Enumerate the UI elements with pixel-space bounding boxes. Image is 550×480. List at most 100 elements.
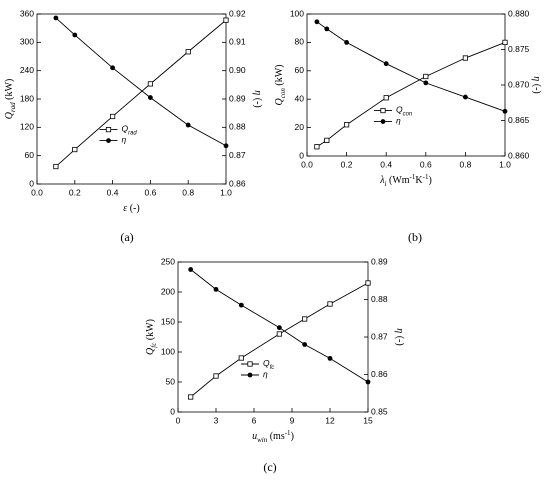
x-axis-label: uwin (ms-1) (252, 429, 294, 444)
x-tick-label: 0.2 (341, 159, 353, 169)
panel: 0 3 6 9 12 150501001502002500.850.860.870.880… (161, 256, 388, 425)
x-tick-label: 0.4 (107, 187, 119, 197)
panel: 0.0 0.2 0.4 0.6 0.8 1.0 0 20 40 60 80 100 0.860 0.865… (290, 8, 530, 169)
y2-tick-label: 0.88 (229, 122, 246, 132)
y2-tick-label: 0.88 (371, 294, 388, 304)
legend-label-part: con (403, 111, 413, 117)
x-tick-label: 0 (176, 415, 181, 425)
series-line (55, 19, 227, 167)
y2-tick-label: 0.875 (508, 44, 530, 54)
marker (276, 325, 282, 331)
x-tick-label: 3 (214, 415, 219, 425)
marker (383, 61, 389, 67)
marker (314, 19, 320, 25)
legend-label-part: η (396, 116, 401, 126)
x-tick-label: 9 (290, 415, 295, 425)
y2-tick-label: 0.86 (229, 178, 246, 188)
y2-axis-label: η (-) (394, 328, 405, 345)
marker (238, 355, 244, 361)
y2-tick-label: 0.92 (229, 8, 246, 18)
y2-tick-label: 0.89 (371, 256, 388, 266)
y2-tick-label: 0.880 (508, 8, 530, 18)
marker (188, 267, 194, 272)
marker (463, 94, 468, 100)
legend-label: Qrad (122, 124, 138, 136)
legend-label: Qfc (263, 358, 274, 370)
y-axis-label-part: (kW) (145, 319, 156, 343)
marker (365, 379, 371, 385)
y-tick-label: 100 (161, 346, 175, 356)
marker (344, 40, 349, 45)
marker (110, 113, 116, 120)
marker (72, 32, 78, 38)
marker (343, 122, 350, 128)
x-tick-label: 0.6 (420, 159, 432, 169)
series-line (190, 282, 369, 398)
legend-label: η (122, 135, 127, 145)
series-line (316, 21, 506, 112)
y-tick-label: 300 (20, 37, 34, 47)
y-tick-label: 0 (29, 178, 34, 188)
marker (223, 17, 229, 23)
marker (223, 143, 229, 149)
legend-label-part: η (122, 135, 127, 145)
marker (185, 122, 191, 128)
y-axis-label: Qrad (kW) (4, 79, 16, 120)
marker (213, 286, 219, 292)
x-tick-label: 12 (325, 415, 335, 425)
marker (53, 15, 59, 21)
series-line (316, 41, 506, 148)
y-tick-label: 40 (295, 93, 305, 103)
y2-tick-label: 0.87 (229, 150, 246, 160)
x-tick-label: 0.8 (459, 159, 471, 169)
marker (327, 301, 333, 307)
marker (383, 95, 389, 101)
x-tick-label: 0.0 (301, 159, 313, 169)
x-tick-label: 0.6 (144, 187, 156, 197)
marker (324, 26, 330, 32)
x-tick-label: 15 (363, 415, 373, 425)
y2-axis-label-part: (-) (394, 333, 405, 346)
x-axis-label-part: -1 (410, 173, 416, 181)
y2-tick-label: 0.90 (229, 65, 246, 75)
y-tick-label: 150 (161, 316, 175, 326)
x-tick-label: 0.8 (182, 187, 194, 197)
y2-axis-label: η (-) (252, 90, 263, 107)
x-axis-label-part: -1 (423, 173, 429, 181)
y-tick-label: 20 (295, 122, 305, 132)
panel: 0.0 0.2 0.4 0.6 0.8 1.0 0 60 120 180 240 300 360 0.86… (20, 8, 246, 197)
y-tick-label: 60 (295, 65, 305, 75)
y2-axis-label: η (-) (531, 76, 542, 93)
marker (147, 81, 153, 87)
marker (110, 65, 115, 71)
x-axis-label: ε (-) (123, 203, 139, 214)
plot-frame (177, 261, 369, 413)
panel-caption: (a) (120, 230, 133, 244)
marker (423, 73, 429, 80)
legend-marker (380, 107, 386, 114)
x-axis-label-part: λ (379, 175, 385, 186)
marker (423, 80, 429, 86)
y-axis-label-part: Q (274, 97, 285, 105)
marker (276, 331, 282, 337)
panel-caption: (c) (263, 460, 276, 474)
y-axis-label-part: (kW) (274, 65, 285, 89)
x-tick-label: 1.0 (499, 159, 511, 169)
y2-tick-label: 0.860 (508, 150, 530, 160)
y-tick-label: 0 (170, 406, 175, 416)
marker (72, 146, 78, 153)
y2-axis-label-part: (-) (252, 95, 263, 108)
y2-axis-label-part: (-) (531, 81, 542, 94)
marker (502, 39, 508, 46)
marker (302, 316, 308, 322)
y-tick-label: 60 (25, 150, 35, 160)
legend-label: η (396, 116, 401, 126)
y2-tick-label: 0.865 (508, 115, 530, 125)
legend-label: η (263, 369, 268, 379)
marker (327, 355, 333, 361)
x-axis-label-part: win (257, 436, 268, 444)
x-axis-label-part: u (252, 431, 257, 442)
y-tick-label: 180 (20, 93, 34, 103)
marker (314, 144, 320, 150)
